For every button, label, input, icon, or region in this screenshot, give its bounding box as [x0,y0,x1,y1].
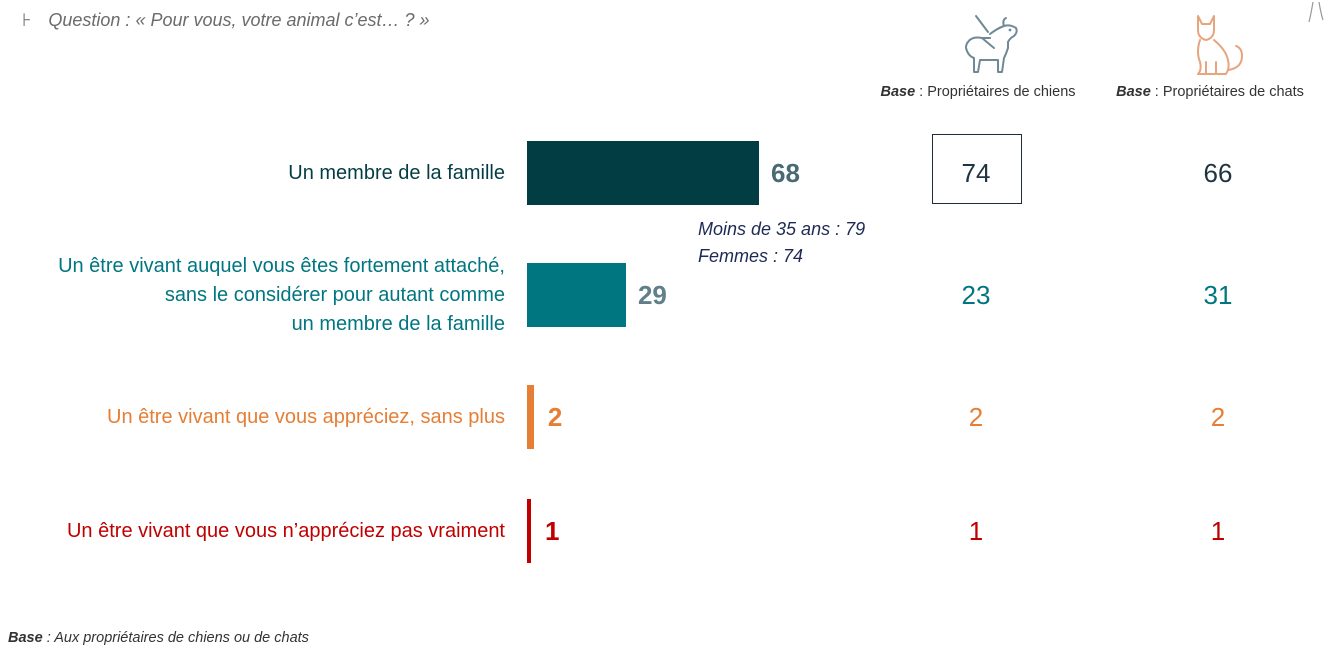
column-header-dogs-base-label: Base [880,84,916,100]
category-label-line: Un être vivant auquel vous êtes fortemen… [58,254,505,277]
column-header-cats-base-label: Base [1116,84,1151,100]
bar [527,499,531,563]
question-text: Question : « Pour vous, votre animal c’e… [48,10,430,30]
annotation-line-2: Femmes : 74 [698,246,804,266]
column-header-dogs: Base : Propriétaires de chiens [863,84,1093,100]
category-label-line: Un être vivant que vous n’appréciez pas … [66,519,505,542]
bar-value-label: 2 [547,402,563,432]
category-label-line: un membre de la famille [291,312,505,335]
category-label: Un être vivant que vous n’appréciez pas … [67,517,505,546]
cats-value: 66 [1203,158,1233,188]
dogs-value: 74 [961,158,991,188]
question-marker: ⊦ [22,10,32,30]
dogs-value: 2 [968,402,984,432]
category-label: Un membre de la famille [288,159,505,188]
column-header-cats-text: : Propriétaires de chats [1150,84,1304,100]
category-label-line: Un membre de la famille [288,161,505,184]
dogs-value: 1 [968,516,984,546]
annotation-note: Moins de 35 ans : 79 Femmes : 74 [698,216,865,270]
question-header: ⊦ Question : « Pour vous, votre animal c… [22,10,430,31]
dogs-value: 23 [961,280,991,310]
category-label: Un être vivant que vous appréciez, sans … [107,403,505,432]
dog-icon [965,15,1018,73]
bar-value-label: 68 [771,158,800,188]
category-label-line: Un être vivant que vous appréciez, sans … [107,405,505,428]
cats-value: 2 [1210,402,1226,432]
bar [527,263,626,327]
footer-base-note: Base : Aux propriétaires de chiens ou de… [8,630,309,646]
bar-value-label: 29 [637,280,667,310]
cats-value: 1 [1210,516,1226,546]
annotation-line-1: Moins de 35 ans : 79 [698,219,866,239]
footer-base-text: : Aux propriétaires de chiens ou de chat… [42,630,309,646]
category-label-line: sans le considérer pour autant comme [164,283,505,306]
bar [527,385,534,449]
bar [527,141,759,205]
highlight-box [932,134,1022,204]
category-label: Un être vivant auquel vous êtes fortemen… [58,252,505,339]
bar-value-label: 1 [545,516,560,546]
cats-value: 31 [1203,280,1233,310]
column-header-cats: Base : Propriétaires de chats [1095,84,1325,100]
footer-base-label: Base [8,630,43,646]
corner-decoration-icon [1308,1,1324,23]
cat-icon [1197,15,1243,75]
column-header-dogs-text: : Propriétaires de chiens [915,84,1076,100]
